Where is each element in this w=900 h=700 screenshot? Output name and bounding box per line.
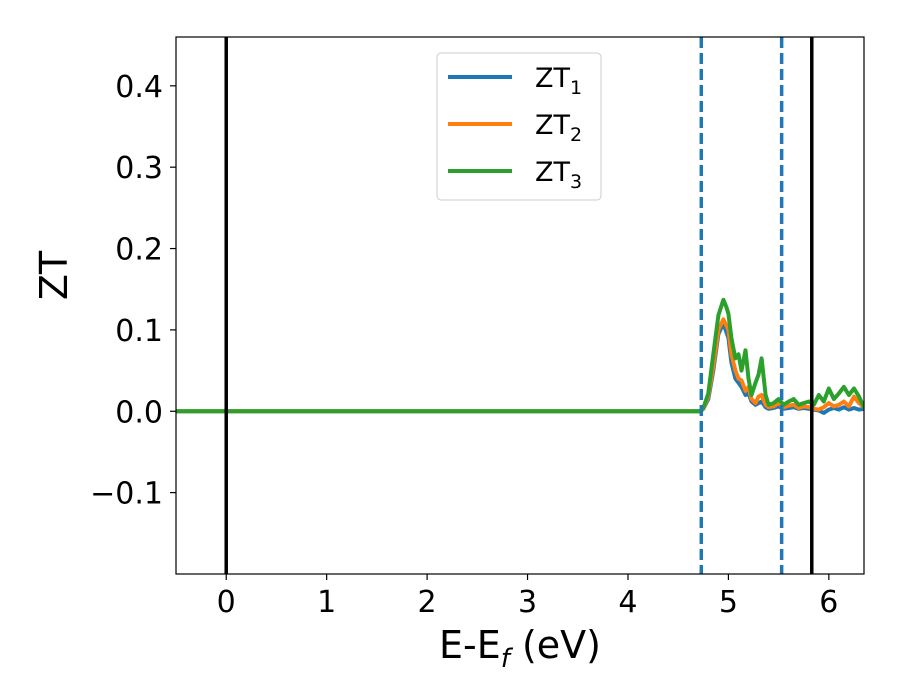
legend-label-3: ZT3 <box>535 157 582 193</box>
legend: ZT1 ZT2 ZT3 <box>436 52 602 201</box>
y-tick-label: −0.1 <box>90 477 163 512</box>
y-tick-label: 0.0 <box>115 395 163 430</box>
series-line-3 <box>176 297 864 414</box>
x-axis-label-main: E-E <box>439 623 501 667</box>
x-axis-label-unit: (eV) <box>510 623 601 667</box>
plot-frame <box>175 36 865 575</box>
x-tick-label: 2 <box>418 585 437 620</box>
legend-label-2: ZT2 <box>535 110 582 146</box>
y-axis-label: ZT <box>32 250 76 300</box>
x-tick-label: 3 <box>518 585 537 620</box>
x-tick-label: 5 <box>719 585 738 620</box>
legend-box <box>436 52 602 201</box>
axis-ticks: 0 1 2 3 4 5 6 −0.1 0.0 0.1 0.2 0.3 0.4 <box>90 70 838 620</box>
legend-label-1: ZT1 <box>535 63 582 99</box>
y-tick-label: 0.3 <box>115 151 163 186</box>
series-line-2 <box>176 317 864 414</box>
x-tick-label: 0 <box>217 585 236 620</box>
x-tick-label: 4 <box>618 585 637 620</box>
x-tick-label: 6 <box>819 585 838 620</box>
y-tick-label: 0.1 <box>115 314 163 349</box>
x-tick-label: 1 <box>317 585 336 620</box>
plot-area <box>176 37 864 574</box>
y-tick-label: 0.4 <box>115 70 163 105</box>
x-axis-label: E-Ef (eV) <box>439 623 601 674</box>
y-tick-label: 0.2 <box>115 233 163 268</box>
